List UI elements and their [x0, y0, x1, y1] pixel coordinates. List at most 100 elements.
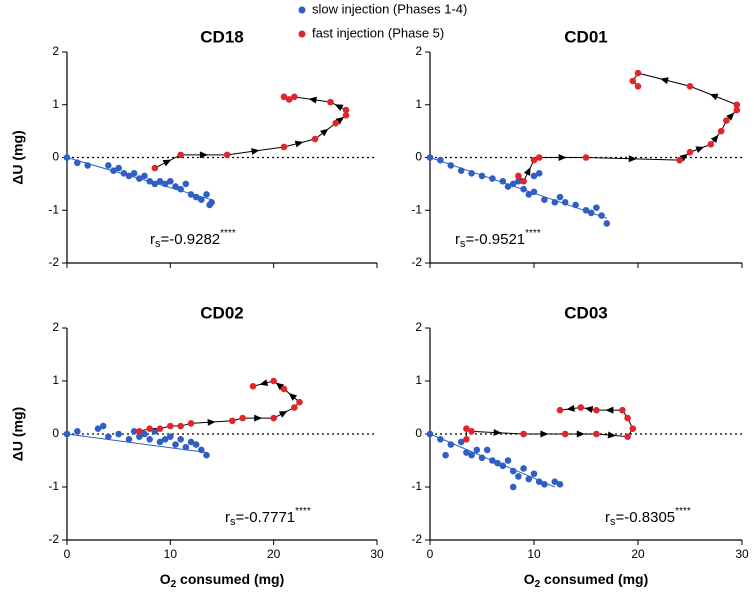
data-point: [206, 201, 213, 209]
data-point: [442, 451, 449, 459]
panel-title: CD01: [564, 27, 607, 46]
connector-line: [518, 72, 738, 183]
data-point: [624, 414, 631, 422]
panel-title: CD18: [200, 27, 243, 46]
data-point: [509, 467, 517, 475]
data-point: [146, 177, 153, 185]
direction-arrow: [259, 379, 269, 387]
annotation-prefix: r: [225, 509, 230, 526]
data-point: [463, 436, 470, 443]
data-point: [167, 177, 174, 185]
data-point: [285, 96, 293, 103]
data-point: [342, 106, 350, 114]
data-point: [504, 457, 512, 464]
data-point: [151, 164, 159, 172]
y-tick-label: 0: [52, 150, 59, 164]
data-point: [593, 430, 600, 438]
data-point: [629, 77, 637, 85]
data-point: [535, 478, 543, 486]
data-point: [525, 191, 533, 198]
direction-arrow: [566, 404, 575, 412]
x-tick-label: 0: [427, 547, 434, 561]
data-point: [280, 93, 288, 101]
data-point: [686, 82, 694, 90]
data-point: [192, 441, 200, 448]
direction-arrow: [288, 392, 298, 401]
data-point: [535, 170, 543, 177]
data-point: [198, 446, 205, 454]
data-point: [172, 183, 179, 190]
data-point: [291, 93, 298, 101]
legend-label: fast injection (Phase 5): [312, 25, 444, 40]
data-point: [187, 420, 195, 427]
direction-arrow: [334, 104, 344, 112]
data-point: [161, 180, 169, 188]
y-tick-label: -2: [48, 255, 59, 269]
data-point: [182, 443, 190, 451]
data-point: [151, 428, 159, 435]
annotation-subscript: s: [155, 238, 161, 250]
annotation-prefix: r: [605, 509, 610, 526]
connector-line: [139, 380, 301, 432]
y-tick-label: -1: [48, 202, 59, 216]
data-point: [105, 433, 112, 440]
direction-arrow: [584, 406, 594, 413]
data-point: [561, 430, 569, 438]
y-tick-label: 2: [415, 320, 422, 334]
data-point: [509, 180, 517, 188]
annotation-subscript: s: [230, 516, 236, 528]
y-tick-label: -2: [411, 532, 422, 546]
data-point: [556, 406, 564, 414]
data-point: [223, 151, 231, 159]
y-tick-label: 1: [415, 373, 422, 387]
data-point: [291, 404, 298, 411]
data-point: [130, 428, 138, 435]
data-point: [94, 425, 102, 433]
data-point: [437, 156, 444, 164]
annotation-superscript: ****: [525, 228, 541, 239]
x-label-main: O: [524, 571, 535, 587]
direction-arrow: [275, 382, 285, 391]
data-point: [530, 188, 538, 196]
data-point: [136, 428, 143, 435]
direction-arrow: [162, 159, 172, 167]
data-point: [629, 425, 637, 433]
data-point: [146, 436, 153, 443]
x-tick-label: 30: [735, 547, 749, 561]
direction-arrow: [660, 77, 669, 85]
data-point: [177, 436, 184, 443]
data-point: [603, 220, 611, 227]
y-tick-label: -1: [411, 479, 422, 493]
data-point: [63, 154, 71, 161]
data-point: [192, 193, 200, 201]
data-point: [520, 430, 527, 438]
annotation-text: =-0.9282: [161, 231, 221, 248]
data-point: [426, 154, 434, 161]
x-label-sub: 2: [171, 579, 177, 590]
data-point: [530, 172, 538, 180]
y-tick-label: 1: [52, 373, 59, 387]
data-point: [463, 425, 470, 433]
annotation-prefix: r: [150, 231, 155, 248]
data-point: [530, 156, 538, 164]
data-point: [707, 141, 715, 148]
data-point: [84, 162, 91, 169]
data-point: [99, 422, 107, 430]
data-point: [120, 170, 128, 177]
data-point: [239, 414, 246, 422]
y-tick-label: 1: [52, 97, 59, 111]
data-point: [151, 180, 159, 188]
correlation-annotation: rs=-0.7771****: [225, 506, 311, 528]
data-point: [499, 462, 507, 470]
data-point: [504, 183, 512, 190]
data-point: [426, 430, 434, 438]
data-point: [130, 170, 138, 177]
panel: CD01 -2 -1 0 1 2 rs=-0.9521****: [411, 27, 743, 269]
data-point: [468, 170, 475, 177]
correlation-annotation: rs=-0.9282****: [150, 228, 236, 250]
data-point: [457, 438, 465, 446]
data-point: [115, 164, 122, 172]
y-tick-label: 0: [415, 150, 422, 164]
data-point: [525, 475, 533, 483]
